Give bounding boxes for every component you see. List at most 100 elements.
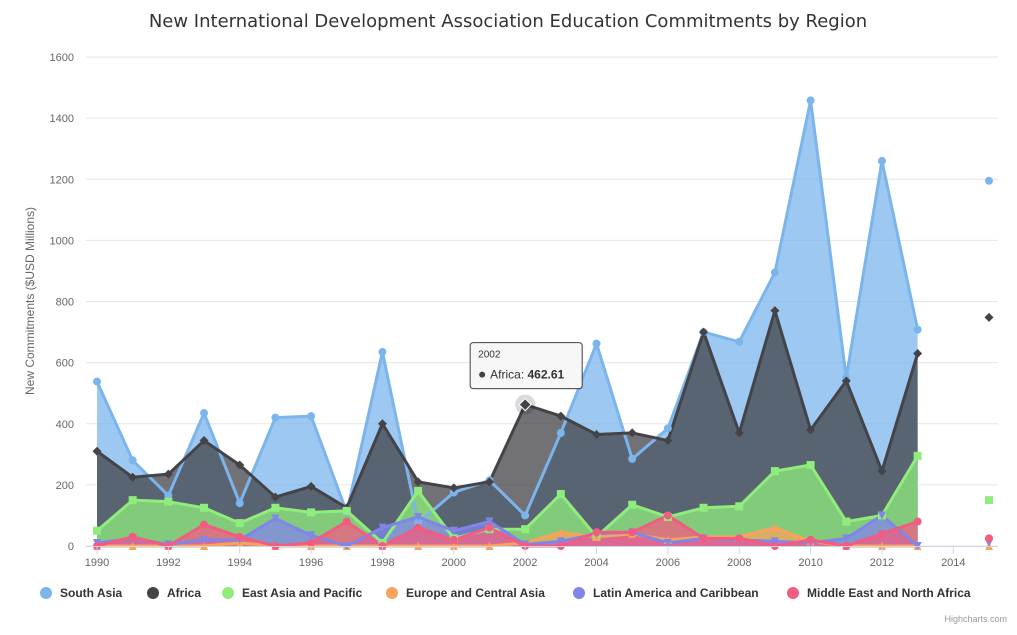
point-middle-east-and-north-africa[interactable] — [592, 528, 601, 537]
point-south-asia[interactable] — [93, 377, 101, 386]
point-middle-east-and-north-africa[interactable] — [663, 511, 672, 520]
point-middle-east-and-north-africa[interactable] — [485, 523, 494, 532]
point-east-asia-and-pacific[interactable] — [521, 525, 530, 534]
point-east-asia-and-pacific[interactable] — [913, 451, 922, 460]
point-south-asia[interactable] — [735, 337, 744, 346]
point-africa[interactable] — [306, 481, 316, 491]
point-middle-east-and-north-africa[interactable] — [877, 529, 886, 538]
point-latin-america-and-caribbean[interactable] — [378, 523, 387, 532]
point-middle-east-and-north-africa[interactable] — [628, 528, 637, 537]
point-east-asia-and-pacific[interactable] — [128, 496, 137, 505]
point-africa[interactable] — [556, 411, 566, 421]
point-africa[interactable] — [984, 312, 994, 322]
point-south-asia[interactable] — [770, 268, 779, 277]
point-africa[interactable] — [128, 472, 138, 482]
point-east-asia-and-pacific[interactable] — [342, 506, 351, 515]
point-africa[interactable] — [199, 436, 209, 446]
point-africa[interactable] — [235, 460, 245, 470]
point-latin-america-and-caribbean[interactable] — [485, 517, 494, 526]
point-middle-east-and-north-africa[interactable] — [235, 532, 244, 541]
line-south-asia[interactable] — [95, 98, 920, 525]
line-east-asia-and-pacific[interactable] — [96, 455, 919, 545]
point-africa[interactable] — [92, 446, 102, 456]
point-east-asia-and-pacific[interactable] — [307, 508, 316, 517]
credits[interactable]: Highcharts.com — [944, 614, 1007, 624]
point-south-asia[interactable] — [200, 409, 209, 418]
point-latin-america-and-caribbean[interactable] — [414, 512, 423, 521]
point-south-asia[interactable] — [877, 156, 886, 165]
point-east-asia-and-pacific[interactable] — [628, 500, 637, 509]
point-east-asia-and-pacific[interactable] — [806, 461, 815, 470]
point-east-asia-and-pacific[interactable] — [985, 496, 993, 505]
line-latin-america-and-caribbean[interactable] — [96, 513, 919, 548]
point-africa[interactable] — [913, 348, 923, 358]
point-latin-america-and-caribbean[interactable] — [663, 538, 672, 547]
point-africa[interactable] — [699, 327, 709, 337]
point-east-asia-and-pacific[interactable] — [271, 503, 280, 512]
point-latin-america-and-caribbean[interactable] — [877, 511, 886, 520]
point-east-asia-and-pacific[interactable] — [842, 517, 851, 526]
point-africa[interactable] — [841, 376, 851, 386]
point-east-asia-and-pacific[interactable] — [200, 503, 209, 512]
point-east-asia-and-pacific[interactable] — [735, 502, 744, 511]
point-middle-east-and-north-africa[interactable] — [342, 517, 351, 526]
point-africa[interactable] — [627, 428, 637, 438]
point-south-asia[interactable] — [663, 424, 672, 433]
point-europe-and-central-asia[interactable] — [556, 528, 565, 537]
point-africa[interactable] — [770, 306, 780, 316]
legend-item-east-asia-and-pacific[interactable]: East Asia and Pacific — [222, 586, 363, 600]
line-africa[interactable] — [96, 309, 920, 510]
point-east-asia-and-pacific[interactable] — [770, 467, 779, 476]
point-south-asia[interactable] — [985, 176, 993, 185]
point-latin-america-and-caribbean[interactable] — [556, 537, 565, 546]
point-east-asia-and-pacific[interactable] — [699, 503, 708, 512]
point-south-asia[interactable] — [556, 428, 565, 437]
point-south-asia[interactable] — [307, 412, 316, 421]
point-south-asia[interactable] — [271, 413, 280, 422]
point-south-asia[interactable] — [378, 347, 387, 356]
point-africa[interactable] — [663, 436, 673, 446]
point-south-asia[interactable] — [806, 96, 815, 105]
point-middle-east-and-north-africa[interactable] — [913, 517, 922, 526]
point-africa[interactable] — [413, 477, 423, 487]
point-africa[interactable] — [449, 483, 459, 493]
legend-item-latin-america-and-caribbean[interactable]: Latin America and Caribbean — [573, 586, 759, 600]
point-africa[interactable] — [484, 477, 494, 487]
point-africa[interactable] — [806, 425, 816, 435]
point-south-asia[interactable] — [235, 499, 244, 508]
point-middle-east-and-north-africa[interactable] — [449, 535, 458, 544]
point-middle-east-and-north-africa[interactable] — [806, 535, 815, 544]
point-south-asia[interactable] — [164, 491, 173, 500]
point-south-asia[interactable] — [913, 325, 922, 334]
point-east-asia-and-pacific[interactable] — [414, 486, 423, 495]
point-middle-east-and-north-africa[interactable] — [699, 534, 708, 543]
legend-item-europe-and-central-asia[interactable]: Europe and Central Asia — [386, 586, 545, 600]
point-latin-america-and-caribbean[interactable] — [271, 514, 280, 523]
point-middle-east-and-north-africa[interactable] — [200, 520, 209, 529]
point-latin-america-and-caribbean[interactable] — [449, 526, 458, 535]
point-east-asia-and-pacific[interactable] — [235, 519, 244, 528]
point-africa[interactable] — [377, 419, 387, 429]
point-middle-east-and-north-africa[interactable] — [985, 534, 993, 543]
point-latin-america-and-caribbean[interactable] — [200, 535, 209, 544]
point-middle-east-and-north-africa[interactable] — [128, 532, 137, 541]
point-east-asia-and-pacific[interactable] — [93, 526, 101, 535]
point-middle-east-and-north-africa[interactable] — [735, 534, 744, 543]
point-africa[interactable] — [734, 428, 744, 438]
line-europe-and-central-asia[interactable] — [97, 526, 918, 548]
point-africa[interactable] — [592, 429, 602, 439]
legend-item-middle-east-and-north-africa[interactable]: Middle East and North Africa — [787, 586, 971, 600]
point-europe-and-central-asia[interactable] — [770, 523, 779, 532]
point-middle-east-and-north-africa[interactable] — [307, 538, 316, 547]
point-south-asia[interactable] — [128, 456, 137, 465]
point-south-asia[interactable] — [449, 488, 458, 497]
point-latin-america-and-caribbean[interactable] — [307, 531, 316, 540]
point-south-asia[interactable] — [592, 339, 601, 348]
point-latin-america-and-caribbean[interactable] — [842, 534, 851, 543]
point-africa[interactable] — [877, 466, 887, 476]
point-latin-america-and-caribbean[interactable] — [770, 537, 779, 546]
legend-item-africa[interactable]: Africa — [147, 586, 201, 600]
point-africa[interactable] — [270, 492, 280, 502]
point-africa[interactable] — [163, 469, 173, 479]
point-middle-east-and-north-africa[interactable] — [414, 523, 423, 532]
